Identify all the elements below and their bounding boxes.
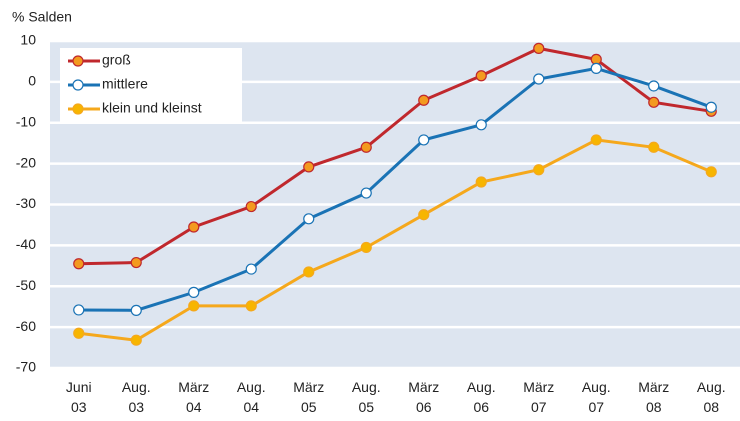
point-marker <box>245 200 257 213</box>
legend-label: mittlere <box>102 76 148 92</box>
y-tick-label: -20 <box>16 154 36 170</box>
point-marker <box>73 304 85 316</box>
point-marker <box>188 221 200 233</box>
point-marker <box>475 119 487 131</box>
series-line <box>78 66 712 312</box>
x-tick-label: Aug. 04 <box>237 379 266 415</box>
x-tick-label: März 05 <box>293 379 324 415</box>
point-marker <box>130 334 142 346</box>
point-marker <box>705 166 717 178</box>
legend-marker <box>72 103 84 115</box>
point-marker <box>418 209 430 221</box>
legend-marker <box>72 79 84 91</box>
point-marker <box>245 263 257 275</box>
y-axis-label: % Salden <box>12 9 72 25</box>
point-marker <box>188 300 200 312</box>
x-tick-label: Juni 03 <box>66 379 92 415</box>
point-marker <box>303 213 315 225</box>
point-marker <box>130 256 142 269</box>
legend-label: klein und kleinst <box>102 100 202 116</box>
y-tick-label: 0 <box>28 73 36 89</box>
point-marker <box>303 266 315 278</box>
point-marker <box>360 141 372 153</box>
point-marker <box>533 164 545 176</box>
y-tick-label: -10 <box>16 113 36 129</box>
y-tick-label: -40 <box>16 236 36 252</box>
point-marker <box>73 258 85 270</box>
x-tick-label: März 08 <box>638 379 669 415</box>
point-marker <box>475 70 487 82</box>
y-tick-label: -60 <box>16 318 36 334</box>
point-marker <box>360 187 372 199</box>
x-tick-label: Aug. 05 <box>352 379 381 415</box>
x-tick-label: Aug. 07 <box>582 379 611 415</box>
x-tick-label: März 06 <box>408 379 439 415</box>
y-tick-label: -70 <box>16 359 36 375</box>
series-line <box>78 46 712 266</box>
x-tick-label: März 07 <box>523 379 554 415</box>
point-marker <box>360 241 372 254</box>
point-marker <box>533 42 545 54</box>
point-marker <box>418 134 430 146</box>
x-tick-label: März 04 <box>178 379 209 415</box>
point-marker <box>590 62 602 74</box>
y-tick-label: 10 <box>20 32 36 48</box>
point-marker <box>418 94 430 106</box>
point-marker <box>303 161 315 173</box>
legend-label: groß <box>102 52 131 68</box>
y-tick-label: -30 <box>16 195 36 211</box>
point-marker <box>130 304 142 316</box>
point-marker <box>648 141 660 153</box>
point-marker <box>590 134 602 146</box>
y-tick-label: -50 <box>16 277 36 293</box>
x-tick-label: Aug. 06 <box>467 379 496 415</box>
series-line <box>78 138 712 342</box>
point-marker <box>533 73 545 85</box>
x-tick-label: Aug. 03 <box>122 379 151 415</box>
point-marker <box>648 96 660 108</box>
point-marker <box>73 327 85 339</box>
point-marker <box>475 176 487 188</box>
legend-marker <box>72 55 84 67</box>
point-marker <box>245 300 257 312</box>
point-marker <box>188 286 200 298</box>
point-marker <box>648 80 660 92</box>
x-tick-label: Aug. 08 <box>697 379 726 415</box>
point-marker <box>705 101 717 113</box>
